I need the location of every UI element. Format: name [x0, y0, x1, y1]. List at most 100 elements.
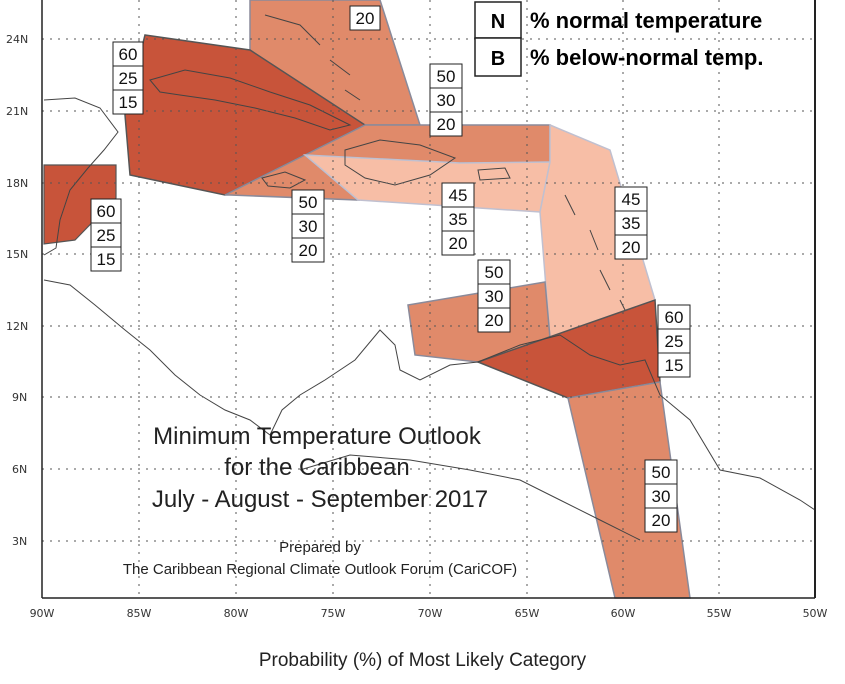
prob-cell: [441, 206, 475, 232]
prob-cell: [477, 283, 511, 309]
prob-value: 30: [652, 487, 671, 506]
lon-tick-label: 65W: [515, 607, 540, 620]
prob-box-hispaniola-pr: 45 35 20: [441, 182, 475, 256]
lat-tick-label: 12N: [6, 320, 28, 333]
prob-value: 25: [97, 226, 116, 245]
map-title: Minimum Temperature Outlook: [153, 423, 482, 450]
forecast-regions: [43, 0, 691, 599]
prob-value: 30: [299, 217, 318, 236]
prob-value: 50: [485, 263, 504, 282]
prob-cell: [429, 87, 463, 113]
coast-jamaica: [261, 171, 307, 189]
prob-box-turks-caicos: 50 30 20: [429, 63, 463, 137]
prob-cell: [90, 246, 122, 272]
prob-cell: [657, 304, 691, 330]
lat-tick-label: 24N: [6, 33, 28, 46]
prob-value: 20: [652, 511, 671, 530]
prob-value: 25: [119, 69, 138, 88]
footer-caption: Probability (%) of Most Likely Category: [258, 650, 587, 671]
legend-key: B: [491, 48, 505, 70]
prob-value: 35: [449, 210, 468, 229]
prepared-by: Prepared by: [279, 539, 361, 556]
prob-cell: [614, 210, 648, 236]
coast-hispaniola: [344, 139, 457, 186]
prob-value: 20: [437, 115, 456, 134]
prob-cell: [477, 259, 511, 285]
legend-key: N: [491, 11, 505, 33]
prob-value: 35: [622, 214, 641, 233]
lat-tick-label: 21N: [6, 105, 28, 118]
prob-cell: [657, 352, 691, 378]
plot-border: [41, 0, 816, 599]
prob-value: 25: [665, 332, 684, 351]
lat-tick-label: 9N: [12, 391, 27, 404]
lon-tick-label: 55W: [707, 607, 732, 620]
prob-value: 20: [622, 238, 641, 257]
prob-value: 45: [622, 190, 641, 209]
probability-boxes: 20 60 25 15 60 25 15 50 30 20: [90, 5, 691, 533]
prob-value: 60: [119, 45, 138, 64]
prob-cell: [657, 328, 691, 354]
coast-bahamas: [264, 14, 361, 101]
prob-box-guianas: 50 30 20: [644, 459, 678, 533]
prob-value: 15: [97, 250, 116, 269]
lat-axis: 24N 21N 18N 15N 12N 9N 6N 3N: [6, 33, 28, 548]
lon-tick-label: 75W: [321, 607, 346, 620]
map-subtitle: for the Caribbean: [224, 454, 409, 481]
lat-tick-label: 3N: [12, 535, 27, 548]
lon-axis: 90W 85W 80W 75W 70W 65W 60W 55W 50W: [30, 607, 828, 620]
prob-box-cuba-jamaica: 60 25 15: [112, 41, 144, 115]
organization: The Caribbean Regional Climate Outlook F…: [123, 561, 517, 578]
lon-tick-label: 85W: [127, 607, 152, 620]
lat-tick-label: 18N: [6, 177, 28, 190]
lat-tick-label: 6N: [12, 463, 27, 476]
prob-box-abc-islands: 50 30 20: [477, 259, 511, 333]
coast-cuba: [149, 69, 352, 131]
prob-cell: [349, 5, 381, 31]
lon-tick-label: 50W: [803, 607, 828, 620]
prob-cell: [291, 213, 325, 239]
prob-cell: [112, 41, 144, 67]
prob-value: 30: [485, 287, 504, 306]
prob-value: 15: [665, 356, 684, 375]
prob-box-belize: 60 25 15: [90, 198, 122, 272]
lon-tick-label: 60W: [611, 607, 636, 620]
map-period: July - August - September 2017: [152, 486, 488, 513]
prob-value: 50: [437, 67, 456, 86]
prob-value: 20: [449, 234, 468, 253]
legend-text: % normal temperature: [530, 8, 762, 33]
coast-south-america: [477, 334, 816, 511]
prob-cell: [291, 237, 325, 263]
prob-value: 50: [299, 193, 318, 212]
prob-value: 30: [437, 91, 456, 110]
prob-value: 20: [485, 311, 504, 330]
coast-antilles-arc: [564, 194, 626, 311]
prob-value: 60: [97, 202, 116, 221]
coast-amazon: [299, 454, 641, 541]
prob-value: 45: [449, 186, 468, 205]
prob-cell: [644, 459, 678, 485]
prob-cell: [644, 483, 678, 509]
lon-tick-label: 90W: [30, 607, 55, 620]
prob-box-trinidad-venezuela: 60 25 15: [657, 304, 691, 378]
lon-tick-label: 80W: [224, 607, 249, 620]
prob-box-bahamas: 20: [349, 5, 381, 31]
prob-cell: [90, 198, 122, 224]
prob-cell: [644, 507, 678, 533]
prob-value: 20: [356, 9, 375, 28]
coast-puerto-rico: [477, 167, 511, 181]
lon-tick-label: 70W: [418, 607, 443, 620]
prob-cell: [614, 234, 648, 260]
prob-cell: [429, 111, 463, 137]
title-block: Minimum Temperature Outlook for the Cari…: [123, 423, 517, 578]
coastlines: [43, 14, 816, 541]
legend-key-box: [474, 37, 522, 77]
legend: N B % normal temperature % below-normal …: [474, 1, 763, 77]
coast-yucatan: [43, 97, 119, 256]
prob-value: 50: [652, 463, 671, 482]
prob-cell: [441, 230, 475, 256]
lat-tick-label: 15N: [6, 248, 28, 261]
prob-cell: [614, 186, 648, 212]
prob-value: 20: [299, 241, 318, 260]
